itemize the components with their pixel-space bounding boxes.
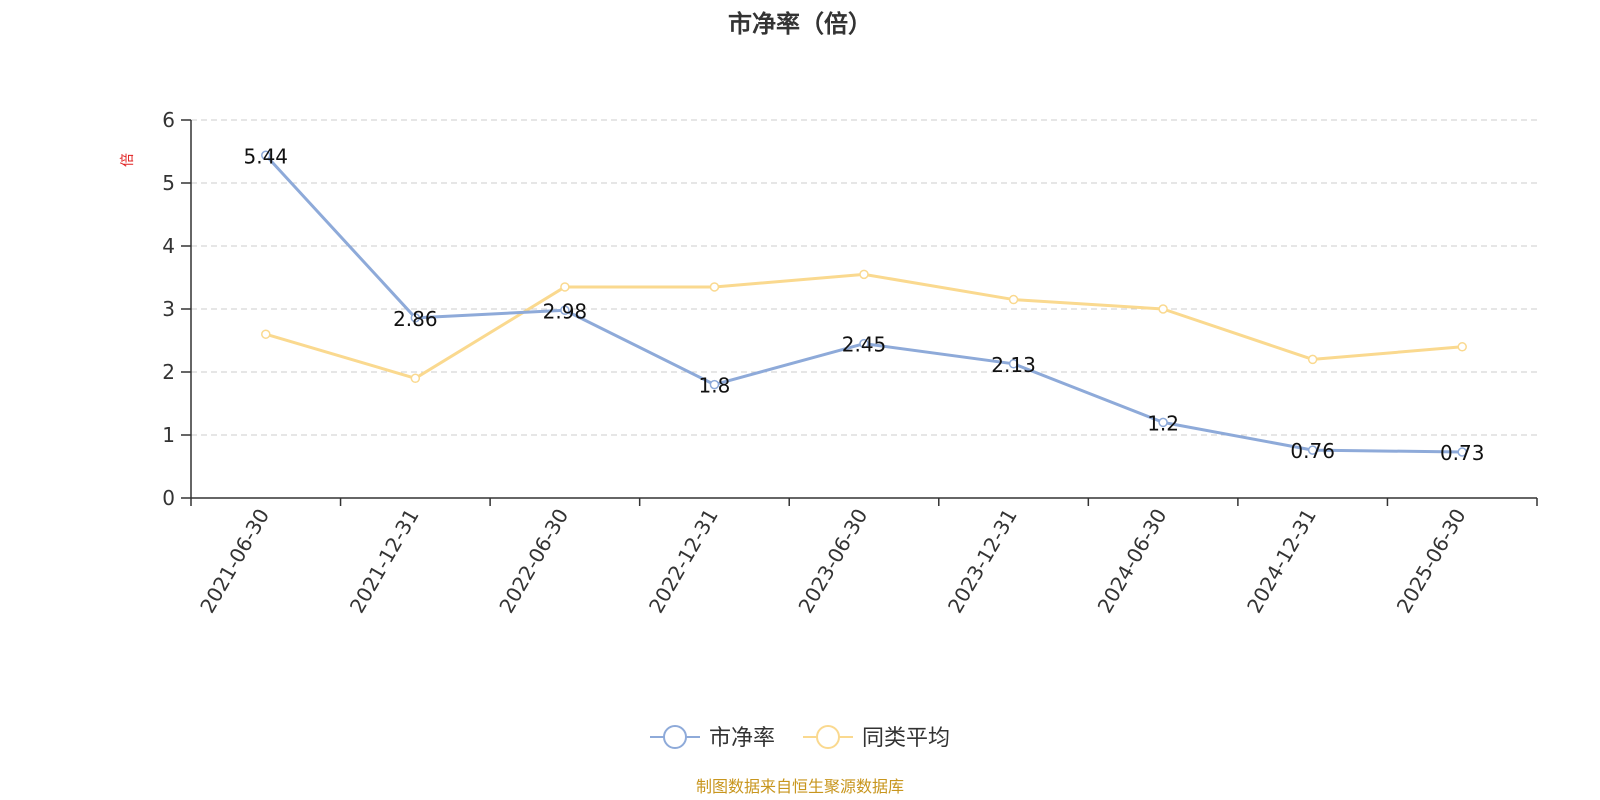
data-point-main xyxy=(709,379,720,390)
y-tick-label: 0 xyxy=(162,486,175,510)
y-tick-label: 5 xyxy=(162,171,175,195)
data-label: 1.8 xyxy=(699,374,731,398)
legend-label-average: 同类平均 xyxy=(862,726,950,751)
x-tick-label: 2025-06-30 xyxy=(1392,505,1471,618)
data-point-main xyxy=(1457,447,1467,457)
data-point-average xyxy=(1158,304,1168,314)
series-line-average xyxy=(265,272,1463,380)
y-tick-label: 4 xyxy=(162,234,175,258)
data-point-average xyxy=(1307,354,1318,365)
series-layer xyxy=(261,150,1467,457)
data-source-note: 制图数据来自恒生聚源数据库 xyxy=(696,777,904,796)
y-tick-label: 2 xyxy=(162,360,175,384)
axes: 0 1 2 3 4 5 6 2021-06-30 2021-12-31 2022-06-30 202… xyxy=(162,108,1538,618)
x-tick-label: 2024-12-31 xyxy=(1242,505,1321,618)
data-label: 2.98 xyxy=(543,299,588,323)
x-tick-label: 2022-12-31 xyxy=(644,505,723,618)
data-point-average xyxy=(560,282,570,292)
data-labels: 5.44 2.86 2.98 1.8 2.45 2.13 1.2 0.76 0.73 xyxy=(244,144,1485,465)
data-point-average xyxy=(410,373,421,384)
data-label: 2.45 xyxy=(842,333,887,357)
legend-label-main: 市净率 xyxy=(709,726,775,751)
legend-item-main[interactable]: 市净率 xyxy=(650,725,775,751)
y-axis-unit: 倍 xyxy=(120,153,136,167)
legend-item-average[interactable]: 同类平均 xyxy=(803,725,950,751)
data-label: 1.2 xyxy=(1147,411,1179,435)
data-point-main xyxy=(1307,445,1318,455)
y-tick-label: 1 xyxy=(162,423,175,447)
chart-title: 市净率（倍） xyxy=(728,10,872,38)
data-point-average xyxy=(261,329,271,339)
legend[interactable]: 市净率 同类平均 xyxy=(650,725,950,751)
data-point-main xyxy=(859,338,869,349)
data-point-average xyxy=(1457,342,1467,352)
x-tick-label: 2021-06-30 xyxy=(195,505,274,618)
data-point-main xyxy=(261,150,271,161)
x-tick-label: 2023-12-31 xyxy=(943,505,1022,618)
data-point-average xyxy=(859,269,869,280)
data-point-main xyxy=(560,305,570,316)
data-label: 0.76 xyxy=(1290,439,1335,463)
data-label: 2.86 xyxy=(393,307,438,331)
x-tick-label: 2024-06-30 xyxy=(1093,505,1172,618)
x-tick-label: 2023-06-30 xyxy=(793,505,872,618)
series-line-main xyxy=(264,154,1463,454)
x-tick-label: 2022-06-30 xyxy=(494,505,573,618)
data-point-average xyxy=(1008,294,1019,305)
data-label: 5.44 xyxy=(244,144,289,168)
data-point-main xyxy=(1158,417,1168,428)
data-point-average xyxy=(709,282,720,292)
x-tick-label: 2021-12-31 xyxy=(345,505,424,618)
data-label: 2.13 xyxy=(991,353,1036,377)
y-tick-label: 6 xyxy=(162,108,175,132)
data-label: 0.73 xyxy=(1440,441,1485,465)
grid-lines xyxy=(191,119,1537,436)
data-point-main xyxy=(410,313,421,323)
y-tick-label: 3 xyxy=(162,297,175,321)
data-point-main xyxy=(1008,359,1019,369)
